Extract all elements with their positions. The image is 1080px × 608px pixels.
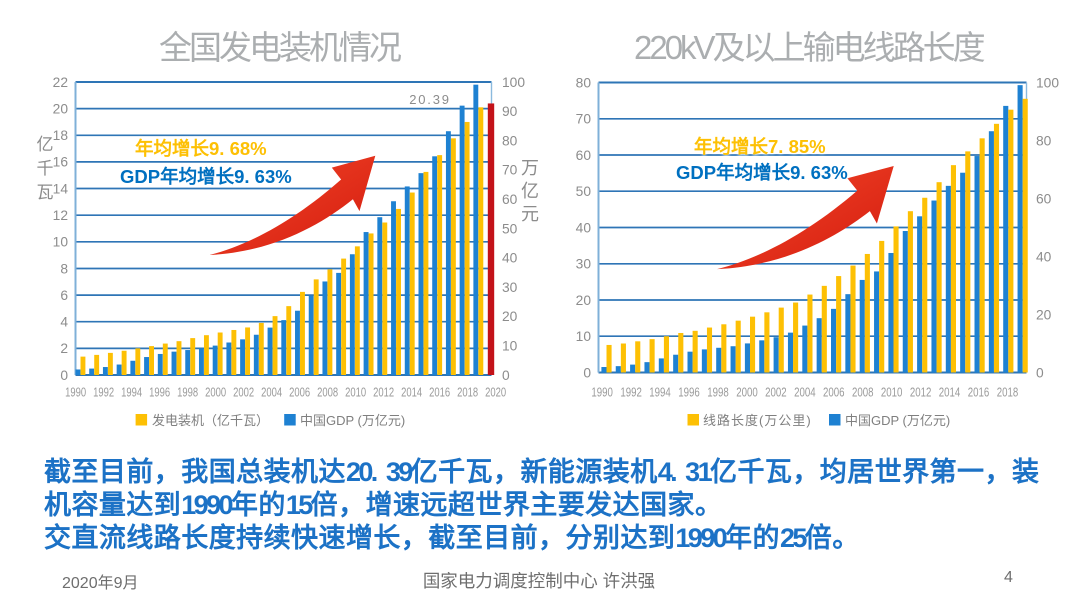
svg-text:90: 90	[502, 104, 518, 119]
svg-text:80: 80	[576, 75, 592, 90]
svg-text:22: 22	[53, 75, 68, 90]
svg-text:30: 30	[576, 257, 592, 272]
svg-text:10: 10	[53, 235, 69, 250]
svg-text:40: 40	[576, 220, 592, 235]
svg-text:50: 50	[576, 184, 592, 199]
svg-text:40: 40	[502, 251, 518, 266]
svg-text:2016: 2016	[968, 385, 990, 400]
svg-text:2016: 2016	[429, 385, 450, 400]
svg-text:80: 80	[1036, 133, 1052, 148]
svg-text:50: 50	[502, 221, 518, 236]
svg-text:2020: 2020	[485, 385, 506, 400]
svg-text:20.39: 20.39	[409, 92, 451, 107]
svg-text:60: 60	[502, 192, 518, 207]
svg-text:瓦: 瓦	[37, 183, 54, 202]
svg-text:8: 8	[60, 261, 68, 276]
svg-text:6: 6	[60, 288, 68, 303]
svg-text:2012: 2012	[910, 385, 932, 400]
svg-text:线路长度(万公里): 线路长度(万公里)	[703, 413, 812, 428]
svg-text:2006: 2006	[823, 385, 845, 400]
svg-text:2008: 2008	[317, 385, 338, 400]
svg-text:20: 20	[53, 101, 69, 116]
svg-text:14: 14	[53, 181, 69, 196]
svg-text:1990: 1990	[65, 385, 86, 400]
svg-text:千: 千	[37, 159, 54, 178]
svg-text:2002: 2002	[765, 385, 787, 400]
svg-text:2002: 2002	[233, 385, 254, 400]
svg-text:2: 2	[60, 341, 68, 356]
svg-text:10: 10	[502, 339, 518, 354]
svg-text:元: 元	[521, 204, 539, 224]
svg-text:2012: 2012	[373, 385, 394, 400]
svg-text:2004: 2004	[794, 385, 816, 400]
svg-text:70: 70	[576, 112, 592, 127]
svg-text:1994: 1994	[649, 385, 671, 400]
svg-text:2018: 2018	[997, 385, 1019, 400]
svg-text:1990: 1990	[591, 385, 613, 400]
svg-text:2014: 2014	[939, 385, 961, 400]
svg-text:2000: 2000	[736, 385, 758, 400]
svg-text:40: 40	[1036, 249, 1052, 264]
svg-text:16: 16	[53, 155, 69, 170]
svg-text:20: 20	[502, 309, 518, 324]
svg-text:70: 70	[502, 163, 518, 178]
svg-text:1992: 1992	[620, 385, 642, 400]
svg-text:2014: 2014	[401, 385, 422, 400]
svg-text:0: 0	[583, 365, 591, 380]
svg-text:2010: 2010	[345, 385, 366, 400]
svg-text:2006: 2006	[289, 385, 310, 400]
svg-text:发电装机（亿千瓦）: 发电装机（亿千瓦）	[152, 413, 269, 428]
svg-text:10: 10	[576, 329, 592, 344]
svg-text:80: 80	[502, 133, 518, 148]
svg-text:万: 万	[521, 158, 539, 178]
svg-text:0: 0	[502, 368, 510, 383]
svg-text:中国GDP (万亿元): 中国GDP (万亿元)	[300, 413, 405, 428]
svg-text:100: 100	[502, 75, 525, 90]
svg-text:1998: 1998	[177, 385, 198, 400]
svg-text:18: 18	[53, 128, 69, 143]
svg-text:2000: 2000	[205, 385, 226, 400]
svg-text:2008: 2008	[852, 385, 874, 400]
svg-text:1998: 1998	[707, 385, 729, 400]
svg-text:0: 0	[1036, 365, 1044, 380]
svg-text:20: 20	[576, 293, 592, 308]
svg-text:2004: 2004	[261, 385, 282, 400]
svg-text:1996: 1996	[678, 385, 700, 400]
svg-text:100: 100	[1036, 75, 1059, 90]
svg-text:2018: 2018	[457, 385, 478, 400]
svg-text:1992: 1992	[93, 385, 114, 400]
svg-text:60: 60	[1036, 191, 1052, 206]
svg-text:4: 4	[60, 315, 68, 330]
svg-text:亿: 亿	[521, 181, 539, 201]
svg-text:30: 30	[502, 280, 518, 295]
svg-text:12: 12	[53, 208, 68, 223]
svg-text:2010: 2010	[881, 385, 903, 400]
svg-text:0: 0	[60, 368, 68, 383]
svg-text:20: 20	[1036, 307, 1052, 322]
svg-text:60: 60	[576, 148, 592, 163]
svg-text:1996: 1996	[149, 385, 170, 400]
svg-text:中国GDP (万亿元): 中国GDP (万亿元)	[845, 413, 950, 428]
svg-text:亿: 亿	[37, 135, 54, 154]
svg-text:1994: 1994	[121, 385, 142, 400]
